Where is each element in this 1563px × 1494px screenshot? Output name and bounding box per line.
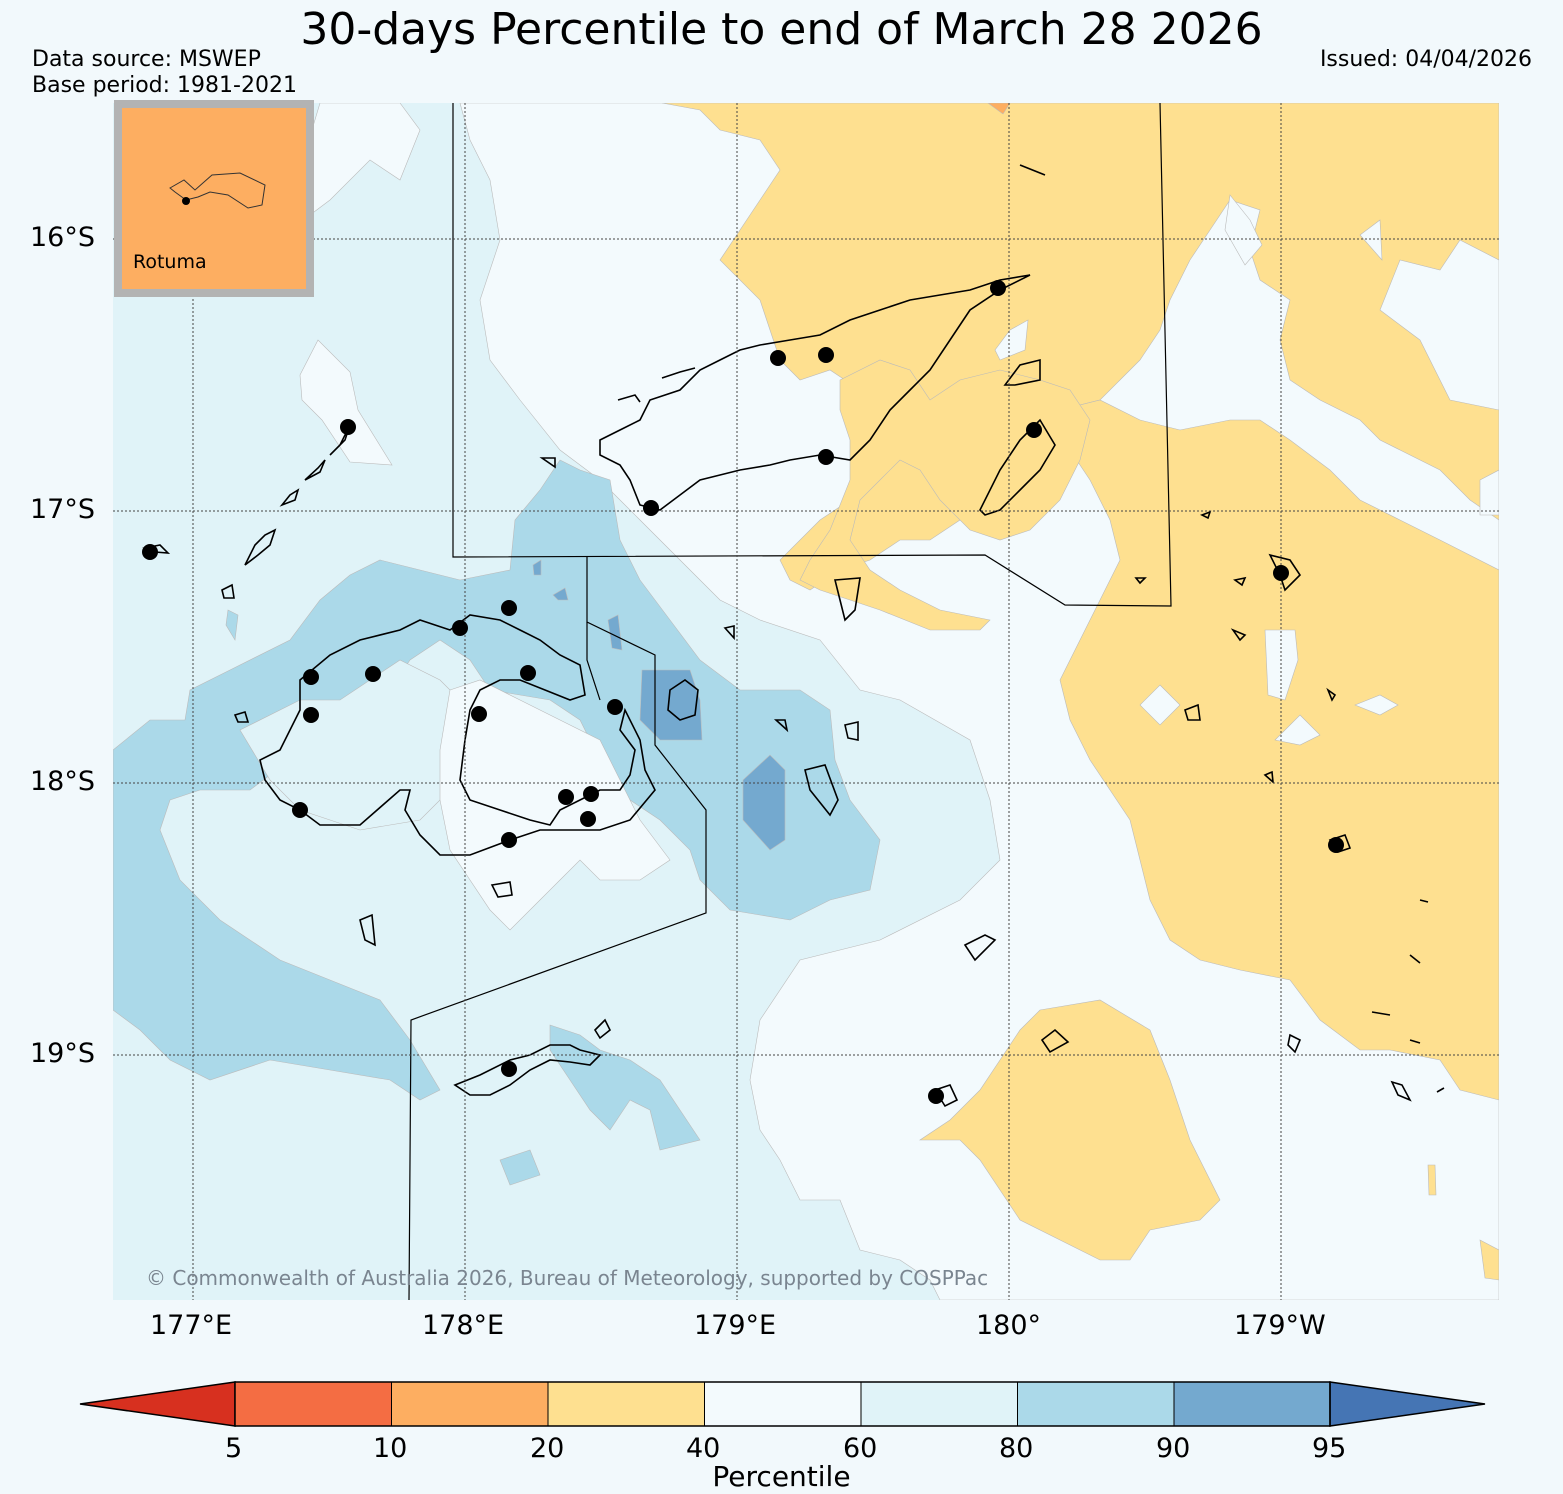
lon-label-178e: 178°E bbox=[422, 1310, 505, 1341]
cbar-tick-90: 90 bbox=[1156, 1433, 1191, 1464]
colorbar bbox=[79, 1381, 1486, 1427]
issued-date-text: Issued: 04/04/2026 bbox=[1319, 47, 1532, 72]
rotuma-inset bbox=[114, 100, 314, 297]
colorbar-title: Percentile bbox=[712, 1460, 851, 1493]
lon-label-179e: 179°E bbox=[694, 1310, 777, 1341]
boundaries bbox=[408, 103, 1172, 1300]
graticule bbox=[113, 103, 1499, 1300]
cbar-tick-5: 5 bbox=[225, 1433, 243, 1464]
cbar-tick-95: 95 bbox=[1312, 1433, 1347, 1464]
page-title: 30-days Percentile to end of March 28 20… bbox=[300, 4, 1263, 55]
cbar-tick-60: 60 bbox=[843, 1433, 878, 1464]
lat-label-17s: 17°S bbox=[30, 494, 95, 525]
cbar-tick-10: 10 bbox=[373, 1433, 408, 1464]
cbar-tick-40: 40 bbox=[686, 1433, 721, 1464]
lon-label-179w: 179°W bbox=[1234, 1310, 1326, 1341]
region-80-90 bbox=[113, 459, 881, 1101]
coastlines bbox=[142, 164, 1445, 1108]
cbar-tick-20: 20 bbox=[530, 1433, 565, 1464]
region-90-95 bbox=[639, 669, 703, 741]
lon-label-180: 180° bbox=[976, 1310, 1042, 1341]
percentile-map bbox=[113, 103, 1499, 1300]
lat-label-19s: 19°S bbox=[30, 1038, 95, 1069]
inset-label: Rotuma bbox=[133, 251, 207, 273]
cbar-tick-80: 80 bbox=[999, 1433, 1034, 1464]
region-40-60 bbox=[459, 103, 1499, 1300]
lon-label-177e: 177°E bbox=[150, 1310, 233, 1341]
copyright-text: © Commonwealth of Australia 2026, Bureau… bbox=[146, 1266, 989, 1290]
base-period-text: Base period: 1981-2021 bbox=[32, 73, 297, 98]
data-source-text: Data source: MSWEP bbox=[32, 47, 261, 72]
station-markers bbox=[142, 280, 1344, 1104]
lat-label-16s: 16°S bbox=[30, 222, 95, 253]
lat-label-18s: 18°S bbox=[30, 766, 95, 797]
